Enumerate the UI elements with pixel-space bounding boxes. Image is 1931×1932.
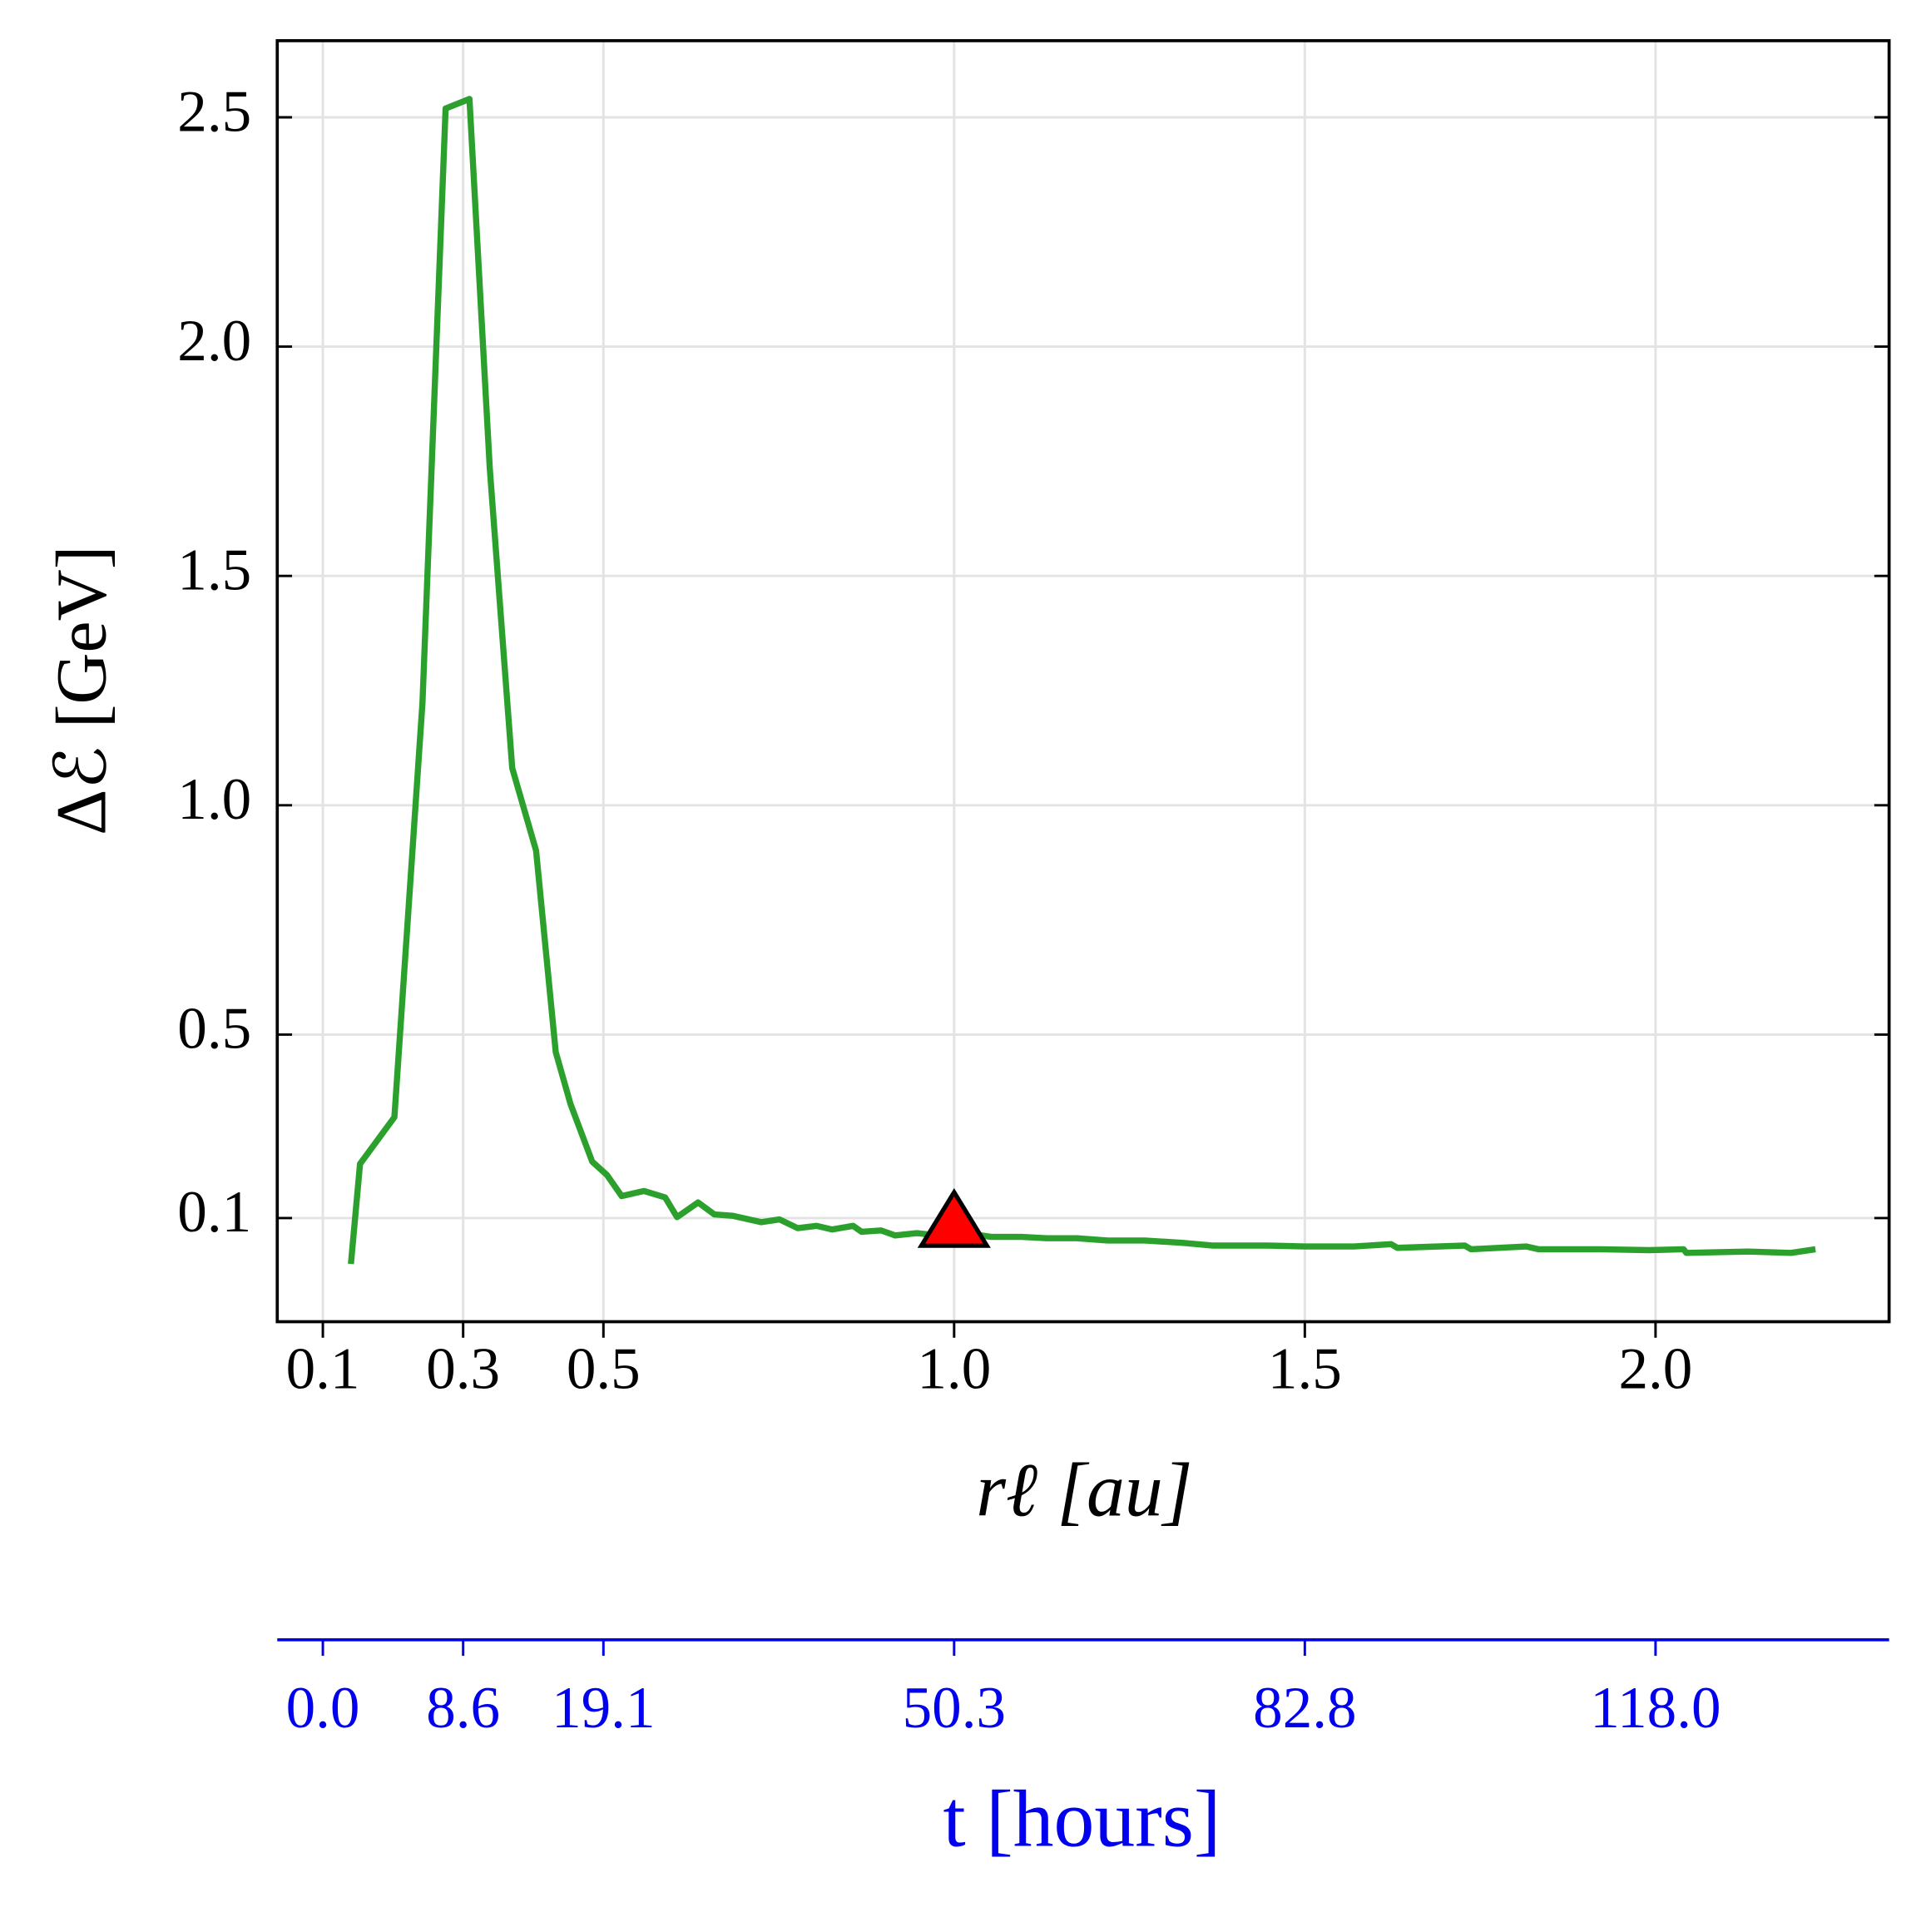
y-tick-label: 1.0 — [177, 767, 251, 832]
x2-tick-label: 118.0 — [1590, 1676, 1721, 1741]
x2-tick-label: 0.0 — [286, 1676, 360, 1741]
y-tick-label: 0.5 — [177, 997, 251, 1062]
plot-frame — [275, 39, 1891, 1324]
data-line — [348, 96, 1816, 1265]
x2-tick-label: 82.8 — [1253, 1676, 1356, 1741]
x-tick-label: 2.0 — [1618, 1337, 1692, 1402]
y-axis-label: Δℰ [GeV] — [41, 546, 121, 835]
x2-tick-label: 50.3 — [903, 1676, 1006, 1741]
x2-tick-label: 8.6 — [426, 1676, 500, 1741]
x-tick-label: 1.0 — [917, 1337, 991, 1402]
y-tick-label: 0.1 — [177, 1180, 251, 1245]
x-tick-label: 0.3 — [426, 1337, 500, 1402]
y-tick-label: 1.5 — [177, 537, 251, 602]
x-axis-label: rℓ [au] — [976, 1447, 1192, 1532]
x2-axis-label: t [hours] — [943, 1774, 1221, 1864]
x-tick-label: 0.1 — [286, 1337, 360, 1402]
y-tick-label: 2.0 — [177, 309, 251, 374]
x2-tick-label: 19.1 — [552, 1676, 655, 1741]
y-tick-label: 2.5 — [177, 79, 251, 144]
x-tick-label: 1.5 — [1268, 1337, 1342, 1402]
x-tick-label: 0.5 — [567, 1337, 641, 1402]
marker — [917, 1187, 991, 1248]
